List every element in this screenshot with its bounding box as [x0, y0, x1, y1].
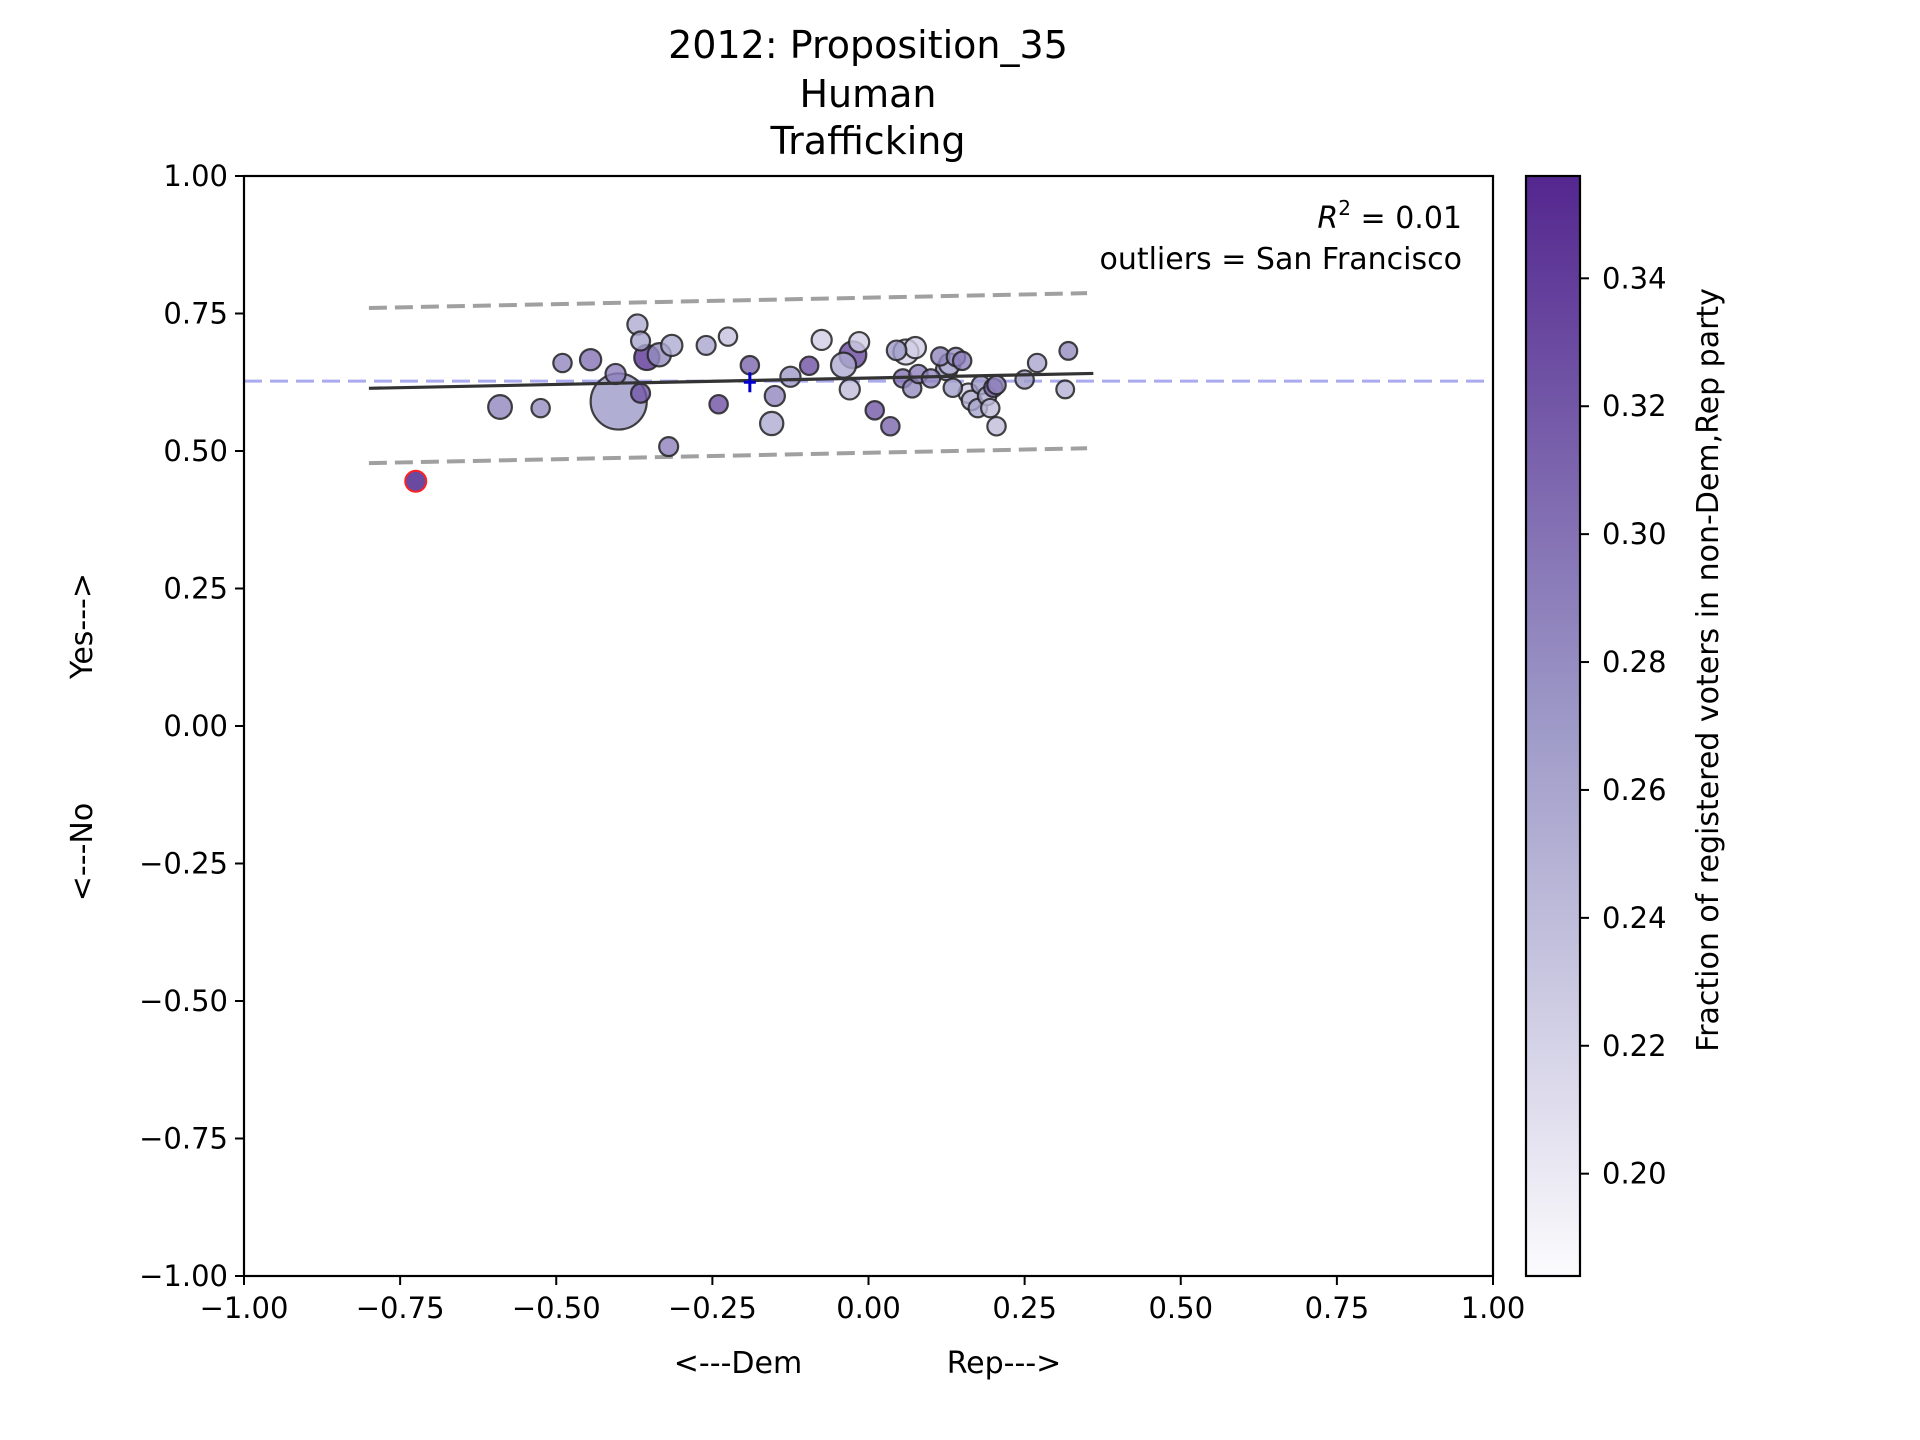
data-point	[942, 377, 964, 399]
outlier-point	[404, 469, 428, 493]
data-point	[739, 354, 761, 376]
x-axis-label-left: <---Dem	[674, 1346, 802, 1381]
colorbar-tick-label: 0.22	[1602, 1029, 1667, 1063]
x-tick-label: 0.50	[1148, 1291, 1213, 1325]
x-tick-label: 0.00	[836, 1291, 901, 1325]
data-point	[604, 362, 627, 386]
data-point	[903, 335, 928, 360]
data-point	[885, 339, 908, 362]
data-point	[763, 384, 786, 408]
data-point	[658, 436, 680, 458]
lower-band-line	[368, 446, 1088, 466]
data-point	[629, 330, 652, 352]
x-tick-label: −0.25	[668, 1291, 757, 1325]
data-point	[847, 330, 871, 354]
x-tick-label: −0.75	[356, 1291, 445, 1325]
data-point	[552, 352, 573, 374]
colorbar-ticks: 0.20 0.22 0.24 0.26 0.28 0.30 0.32 0.34	[1580, 261, 1667, 1191]
colorbar-tick-label: 0.34	[1602, 261, 1667, 295]
y-tick-label: 0.50	[163, 434, 228, 468]
regression-fit-line	[368, 371, 1094, 390]
data-point	[487, 394, 514, 420]
x-axis: −1.00 −0.75 −0.50 −0.25 0.00 0.25 0.50 0.75 1.00	[200, 1276, 1526, 1325]
r-squared-symbol: R	[1317, 201, 1338, 236]
x-tick-label: 0.75	[1305, 1291, 1370, 1325]
x-tick-label: −0.50	[512, 1291, 601, 1325]
data-point	[717, 326, 739, 347]
colorbar: 0.20 0.22 0.24 0.26 0.28 0.30 0.32 0.34 Fractio…	[1524, 174, 1726, 1278]
y-tick-label: 0.00	[163, 709, 228, 743]
data-point	[530, 397, 551, 419]
data-point	[838, 378, 861, 401]
colorbar-tick-label: 0.32	[1602, 389, 1667, 423]
x-tick-label: 0.25	[992, 1291, 1057, 1325]
y-tick-label: −0.50	[139, 984, 228, 1018]
data-point	[708, 393, 729, 415]
data-point	[1014, 369, 1035, 390]
data-point	[798, 355, 820, 377]
data-point	[629, 382, 652, 404]
data-point	[1026, 352, 1048, 374]
y-axis-label-top: Yes--->	[65, 573, 100, 680]
data-point	[810, 328, 833, 352]
x-axis-label-right: Rep--->	[947, 1346, 1062, 1381]
data-point	[578, 347, 603, 372]
colorbar-gradient	[1524, 174, 1582, 1278]
data-point	[951, 350, 973, 372]
colorbar-tick-label: 0.28	[1602, 645, 1667, 679]
y-tick-label: 0.25	[163, 572, 228, 606]
colorbar-tick-label: 0.26	[1602, 773, 1667, 807]
title-line-1: 2012: Proposition_35	[668, 23, 1068, 67]
title-line-3: Trafficking	[770, 119, 966, 163]
y-tick-label: −1.00	[139, 1259, 228, 1293]
data-point	[979, 397, 1001, 419]
data-point	[1055, 379, 1076, 400]
r-squared-superscript: 2	[1338, 196, 1351, 220]
outliers-annotation: outliers = San Francisco	[1099, 242, 1462, 277]
data-point	[758, 410, 785, 437]
x-tick-label: −1.00	[200, 1291, 289, 1325]
y-axis: −1.00 −0.75 −0.50 −0.25 0.00 0.25 0.50 0.75 1.00	[139, 159, 244, 1293]
r-squared-annotation: R2 = 0.01	[1317, 196, 1462, 236]
data-point	[1058, 340, 1079, 361]
colorbar-tick-label: 0.30	[1602, 517, 1667, 551]
data-point	[779, 365, 802, 388]
y-tick-label: 1.00	[163, 159, 228, 193]
r-squared-value: = 0.01	[1351, 201, 1462, 236]
upper-band-line	[368, 291, 1088, 310]
chart-title: 2012: Proposition_35 Human Trafficking	[668, 23, 1068, 163]
y-tick-label: −0.25	[139, 847, 228, 881]
data-point	[829, 351, 858, 379]
y-axis-label-bottom: <---No	[65, 803, 100, 901]
colorbar-label: Fraction of registered voters in non-Dem…	[1691, 288, 1726, 1052]
x-tick-label: 1.00	[1461, 1291, 1526, 1325]
data-point	[864, 400, 886, 421]
data-point	[986, 415, 1007, 437]
plot-area	[244, 291, 1493, 493]
y-tick-label: −0.75	[139, 1122, 228, 1156]
data-point	[986, 374, 1007, 396]
colorbar-tick-label: 0.20	[1602, 1157, 1667, 1191]
data-point	[880, 415, 901, 437]
data-point	[660, 333, 684, 358]
data-point	[695, 334, 717, 356]
colorbar-tick-label: 0.24	[1602, 901, 1667, 935]
title-line-2: Human	[799, 72, 936, 116]
y-tick-label: 0.75	[163, 297, 228, 331]
